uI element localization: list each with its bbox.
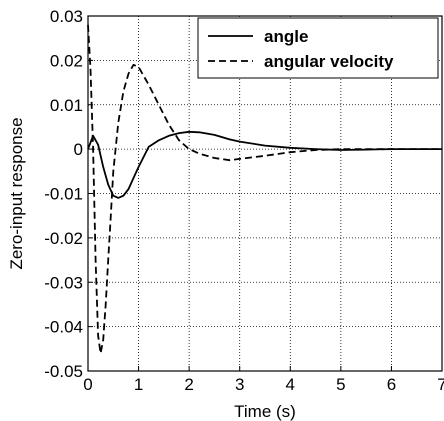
- y-tick-label: -0.03: [44, 273, 83, 292]
- x-tick-label: 3: [235, 375, 244, 394]
- y-tick-label: 0.01: [50, 96, 83, 115]
- y-axis-label: Zero-input response: [7, 117, 26, 269]
- x-tick-label: 4: [286, 375, 295, 394]
- series-line-angle: [87, 130, 442, 199]
- legend: angle angular velocity: [197, 17, 439, 79]
- y-tick-label: 0.02: [50, 51, 83, 70]
- y-tick-label: 0.03: [50, 7, 83, 26]
- y-tick-label: -0.01: [44, 185, 83, 204]
- series-layer: [87, 24, 442, 355]
- x-tick-label: 5: [336, 375, 345, 394]
- y-tick-label: -0.04: [44, 318, 83, 337]
- y-tick-label: 0: [74, 140, 83, 159]
- x-tick-label: 7: [437, 375, 444, 394]
- legend-label: angle: [264, 27, 308, 46]
- x-axis-label: Time (s): [234, 402, 296, 421]
- y-tick-label: -0.02: [44, 229, 83, 248]
- x-tick-label: 1: [134, 375, 143, 394]
- x-tick-label: 0: [83, 375, 92, 394]
- legend-label: angular velocity: [264, 52, 394, 71]
- axis-ticks: 0 1 2 3 4 5 6 7 -0.05 -0.04 -0.03 -0.02 -0.01 0 0.01 0.…: [44, 7, 444, 394]
- y-tick-label: -0.05: [44, 362, 83, 381]
- x-tick-label: 2: [184, 375, 193, 394]
- x-tick-label: 6: [387, 375, 396, 394]
- legend-box: [197, 17, 439, 79]
